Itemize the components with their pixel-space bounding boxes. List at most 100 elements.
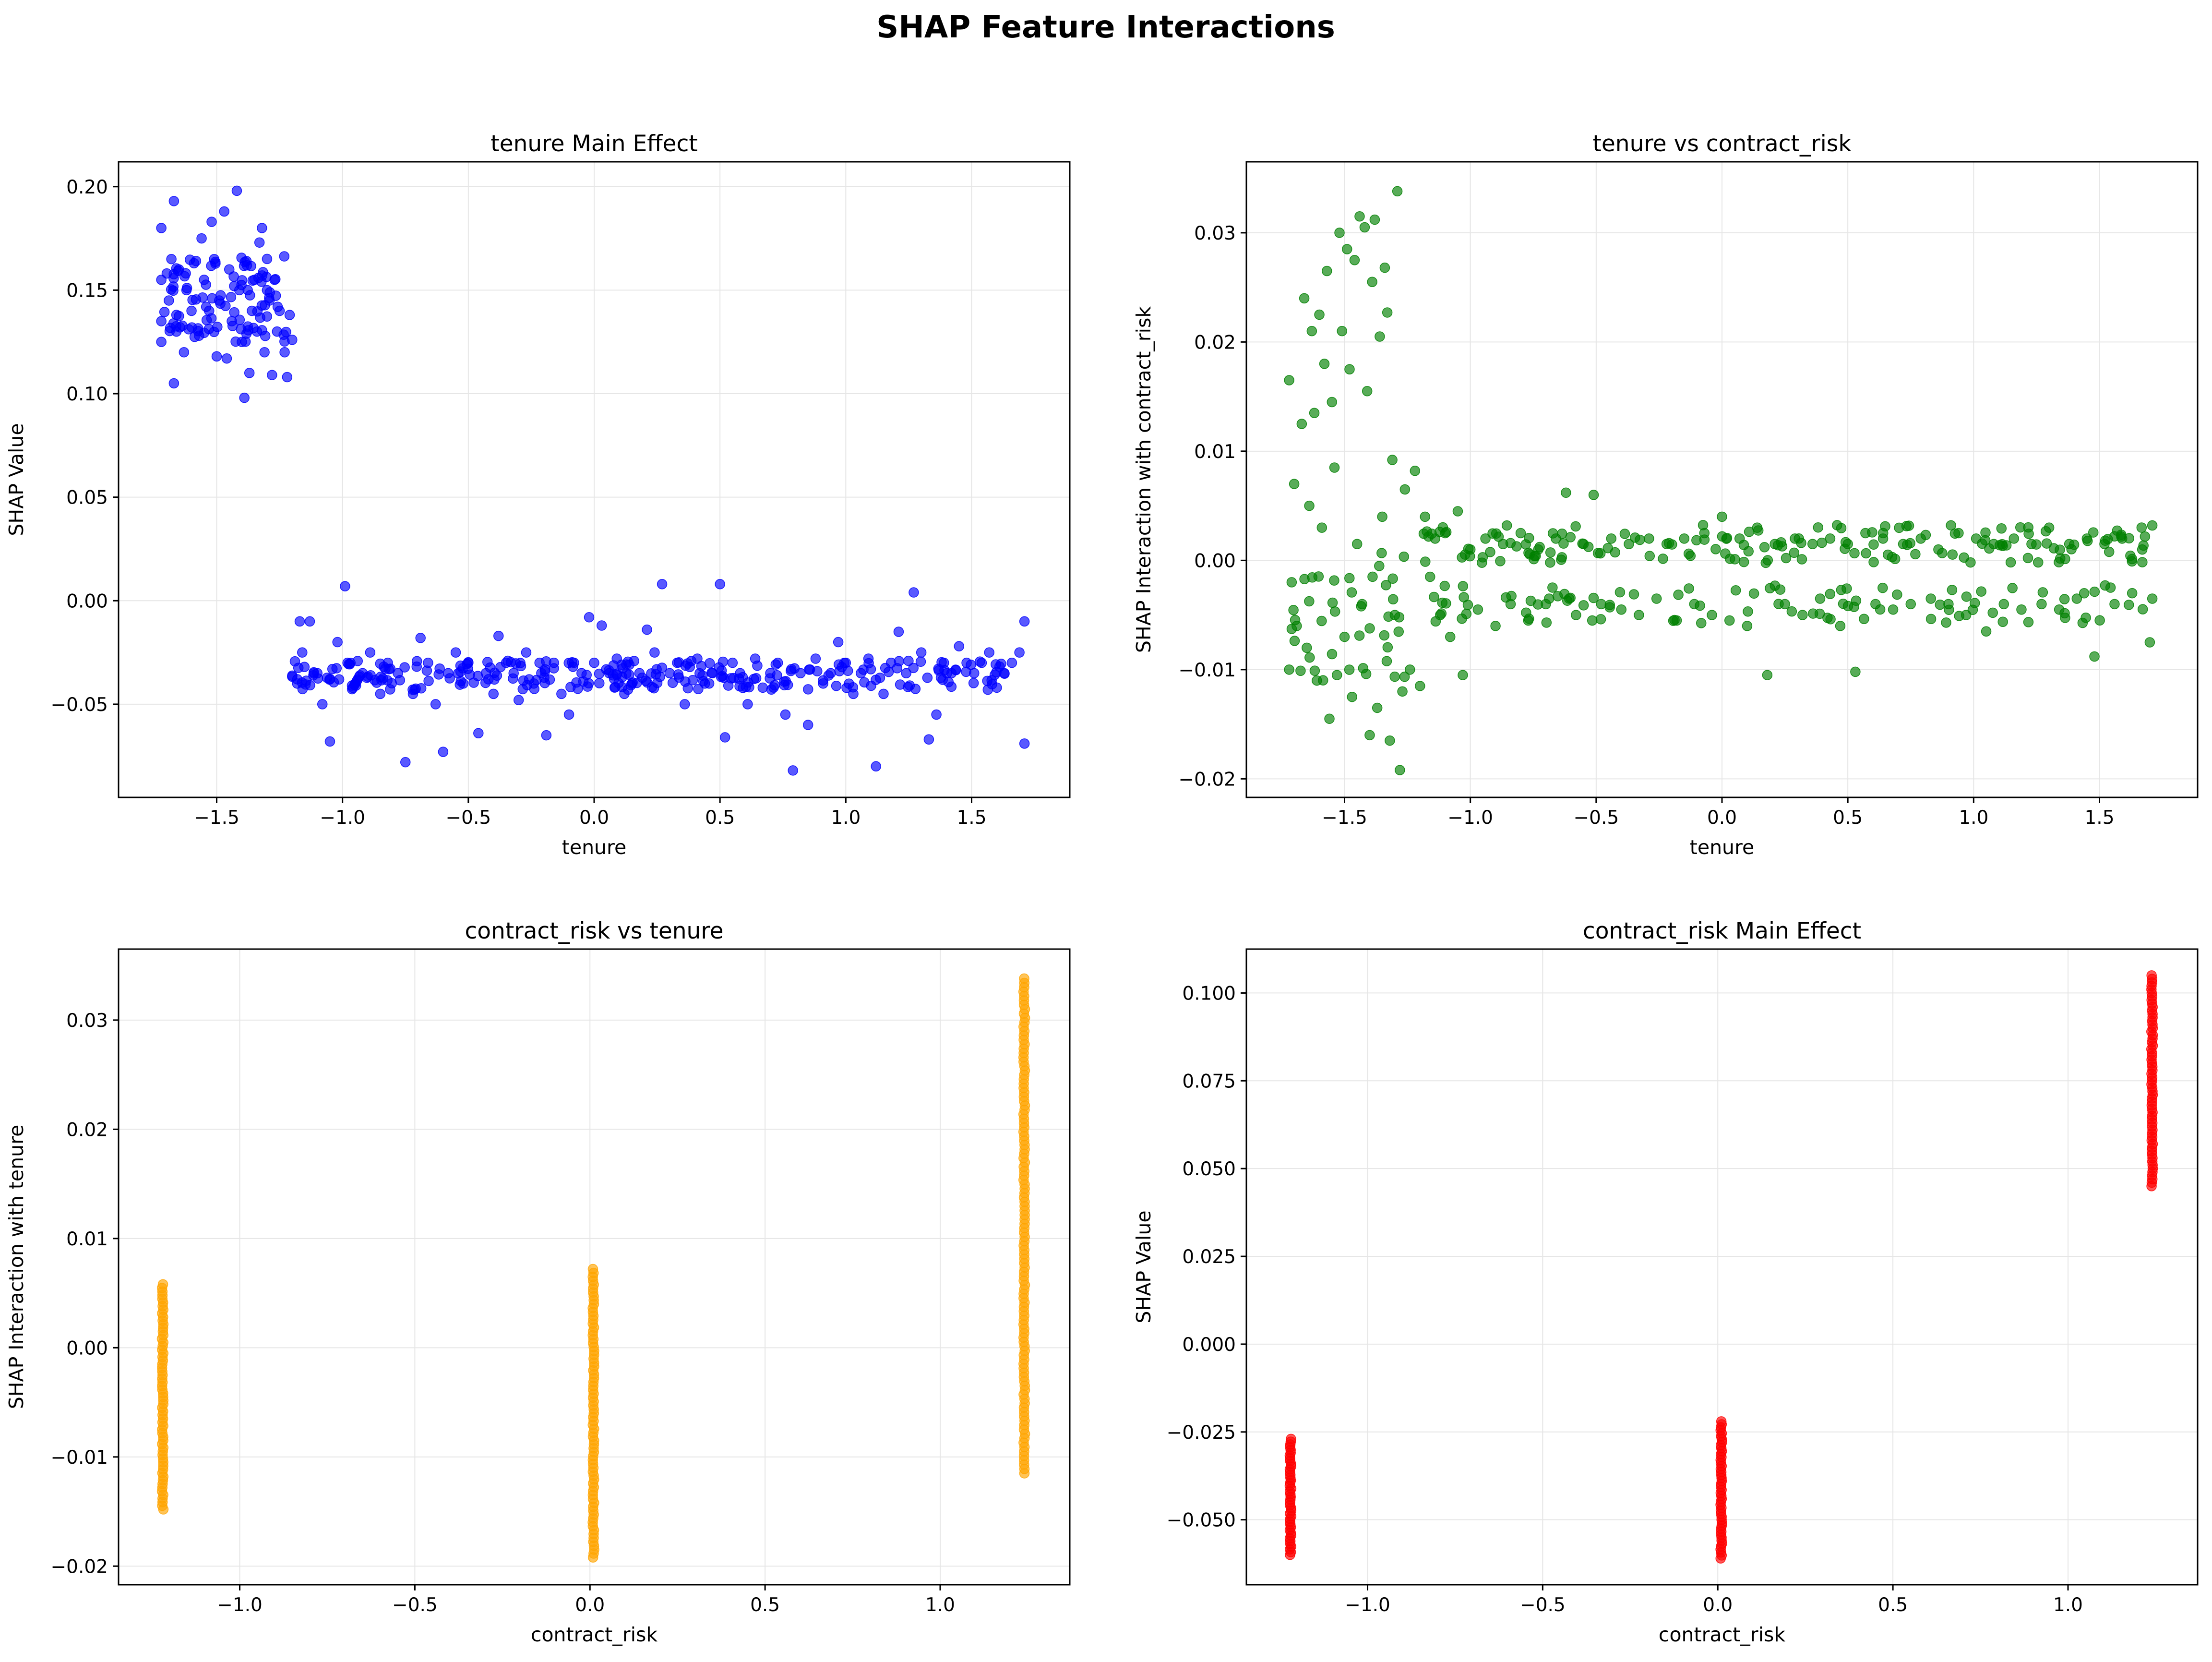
data-point <box>2022 553 2033 564</box>
data-point <box>946 681 957 692</box>
data-point <box>1797 610 1808 620</box>
data-point <box>409 684 420 695</box>
data-point <box>680 699 690 710</box>
data-point <box>1954 611 1964 621</box>
y-ticks: −0.02 −0.01 0.00 0.01 0.02 0.03 <box>50 1010 119 1578</box>
data-point <box>177 320 188 331</box>
x-axis-label: contract_risk <box>531 1623 658 1646</box>
data-point <box>1724 554 1735 564</box>
y-tick-label: 0.02 <box>66 1119 108 1141</box>
data-point <box>996 659 1006 669</box>
data-point <box>234 314 245 325</box>
data-point <box>2079 588 2090 599</box>
y-tick-label: 0.100 <box>1182 983 1236 1004</box>
y-axis-label: SHAP Value <box>5 423 28 536</box>
data-point <box>395 675 405 686</box>
data-point <box>1937 548 1948 558</box>
data-point <box>1619 529 1630 539</box>
data-point <box>159 307 170 317</box>
data-point <box>587 1264 598 1275</box>
data-point <box>2138 540 2149 551</box>
data-point <box>508 673 518 684</box>
data-point <box>1358 663 1369 674</box>
data-point <box>673 657 684 668</box>
data-point <box>1506 590 1517 602</box>
data-point <box>903 682 913 692</box>
data-point <box>1359 222 1370 233</box>
data-point <box>2127 588 2138 599</box>
data-point <box>1397 686 1408 697</box>
data-point <box>766 684 777 695</box>
data-point <box>1369 214 1380 225</box>
data-point <box>1997 539 2008 550</box>
y-tick-label: 0.03 <box>1194 223 1236 244</box>
data-point <box>1592 548 1603 558</box>
subplot-contract-risk-vs-tenure: −1.0 −0.5 0.0 0.5 1.0 −0.02 −0.01 0.00 0.01 0.02 0… <box>5 918 1071 1646</box>
data-point <box>201 279 211 290</box>
data-point <box>227 321 238 331</box>
data-point <box>1748 588 1759 599</box>
data-point <box>1541 617 1552 628</box>
data-point <box>1286 577 1297 588</box>
x-tick-label: 0.0 <box>575 1594 605 1616</box>
data-point <box>1668 615 1679 626</box>
data-point <box>698 676 709 686</box>
data-point <box>2088 527 2099 538</box>
data-point <box>878 688 889 699</box>
data-point <box>1462 600 1473 610</box>
data-point <box>1644 533 1654 544</box>
data-point <box>1588 592 1599 603</box>
y-tick-label: 0.025 <box>1182 1246 1236 1268</box>
data-point <box>715 579 725 590</box>
data-point <box>2137 604 2148 614</box>
data-point <box>908 662 919 674</box>
x-tick-label: 1.5 <box>957 807 986 829</box>
y-ticks: −0.050 −0.025 0.000 0.025 0.050 0.075 0.100 <box>1167 983 1246 1531</box>
data-point <box>1372 702 1383 713</box>
data-point <box>922 672 933 683</box>
data-point <box>1789 547 1800 558</box>
data-point <box>1437 597 1448 608</box>
data-point <box>383 664 394 674</box>
data-point <box>2089 651 2100 662</box>
data-point <box>237 275 248 286</box>
data-point <box>267 370 277 380</box>
data-point <box>206 313 217 324</box>
data-point <box>622 684 634 695</box>
data-point <box>1458 670 1468 680</box>
data-point <box>1296 419 1307 429</box>
y-tick-label: −0.02 <box>1178 769 1236 790</box>
data-point <box>1759 542 1770 553</box>
data-point <box>1571 610 1581 620</box>
data-point <box>1495 556 1506 566</box>
y-axis-label: SHAP Interaction with contract_risk <box>1132 306 1155 653</box>
data-point <box>438 747 449 757</box>
data-point <box>521 647 532 658</box>
data-point <box>893 626 904 637</box>
data-point <box>1306 325 1317 337</box>
data-point <box>1322 265 1332 277</box>
data-point <box>1743 606 1753 617</box>
data-point <box>1367 571 1378 582</box>
x-tick-label: 1.0 <box>831 807 861 829</box>
data-point <box>1552 591 1563 602</box>
data-point <box>1354 211 1365 222</box>
data-point <box>734 681 745 692</box>
data-point <box>1319 359 1330 369</box>
data-point <box>179 347 190 358</box>
data-point <box>453 668 464 679</box>
y-ticks: −0.02 −0.01 0.00 0.01 0.02 0.03 <box>1178 223 1246 790</box>
data-point <box>1849 548 1860 559</box>
data-point <box>657 579 668 590</box>
data-point <box>1441 527 1452 538</box>
data-point <box>2109 599 2120 610</box>
data-point <box>411 661 422 672</box>
subplot-title: contract_risk vs tenure <box>465 918 723 944</box>
data-point <box>646 682 658 692</box>
data-point <box>1558 538 1569 549</box>
data-point <box>1556 529 1567 539</box>
data-point <box>2136 522 2147 533</box>
data-point <box>1389 671 1400 682</box>
data-point <box>166 253 177 265</box>
data-point <box>1425 571 1435 582</box>
